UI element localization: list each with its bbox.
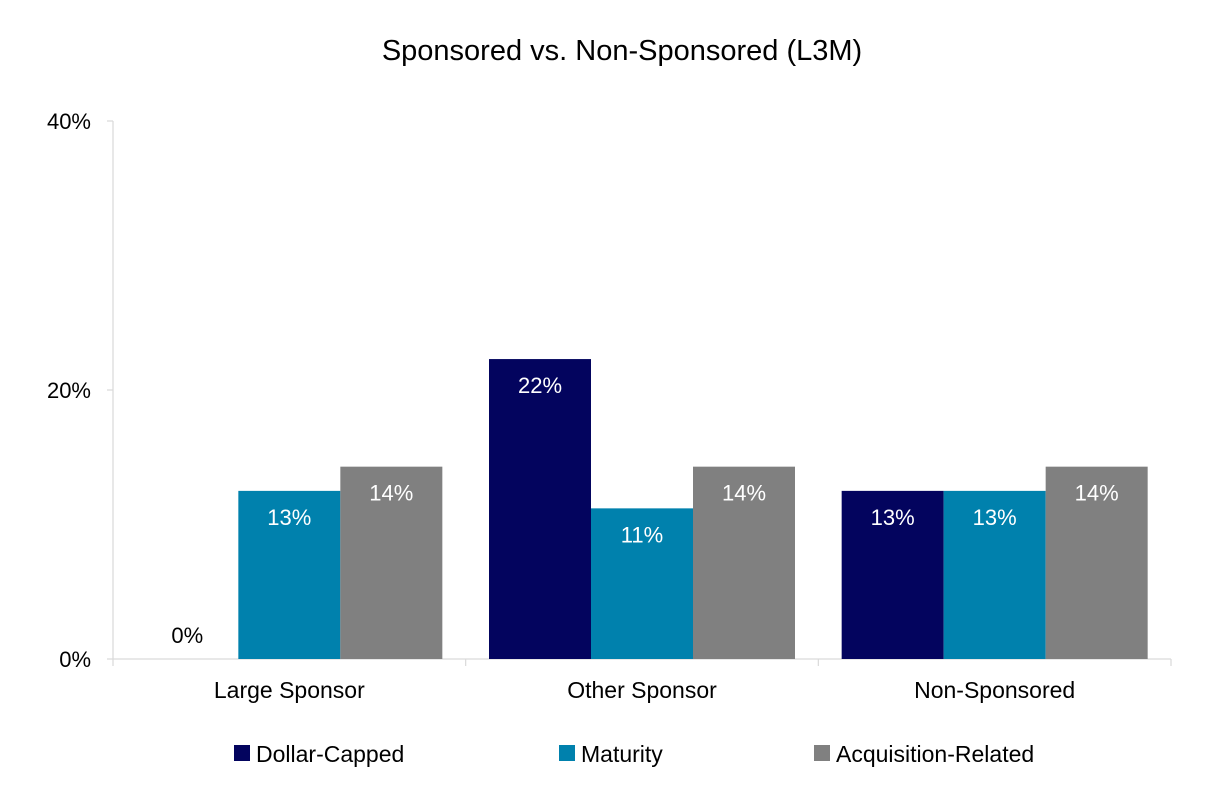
data-label: 0% [171,623,203,648]
legend-item: Acquisition-Related [814,741,1034,767]
data-label: 13% [973,505,1017,530]
category-label: Non-Sponsored [914,677,1075,703]
data-label: 14% [1075,481,1119,506]
x-axis-ticks [112,659,1172,666]
bar-maturity-1 [591,508,693,659]
data-label: 14% [369,481,413,506]
legend-swatch [814,745,830,761]
legend-item: Dollar-Capped [234,741,404,767]
y-tick-label: 20% [47,378,91,403]
category-labels-group: Large Sponsor Other Sponsor Non-Sponsored [214,677,1075,703]
value-labels-group: 0% 13% 14% 22% 11% 14% 13% 13% 14% [171,373,1118,648]
data-label: 13% [871,505,915,530]
data-label: 22% [518,373,562,398]
y-axis-ticks: 0% 20% 40% [47,109,113,672]
legend-label: Dollar-Capped [256,741,404,767]
bar-acquisition-related-1 [693,466,795,659]
y-tick-label: 0% [59,647,91,672]
legend-swatch [559,745,575,761]
data-label: 11% [621,522,663,547]
legend: Dollar-Capped Maturity Acquisition-Related [234,741,1034,767]
data-label: 13% [267,505,311,530]
legend-swatch [234,745,250,761]
legend-label: Acquisition-Related [836,741,1034,767]
bars-group [238,359,1148,659]
chart-title: Sponsored vs. Non-Sponsored (L3M) [382,35,862,67]
bar-dollar-capped-2 [841,490,944,659]
bar-dollar-capped-1 [489,359,591,659]
bar-maturity-0 [238,490,341,659]
category-label: Large Sponsor [214,677,365,703]
bar-acquisition-related-2 [1045,466,1148,659]
category-label: Other Sponsor [567,677,717,703]
bar-acquisition-related-0 [340,466,443,659]
legend-label: Maturity [581,741,663,767]
data-label: 14% [722,481,766,506]
bar-maturity-2 [943,490,1046,659]
y-tick-label: 40% [47,109,91,134]
legend-item: Maturity [559,741,663,767]
